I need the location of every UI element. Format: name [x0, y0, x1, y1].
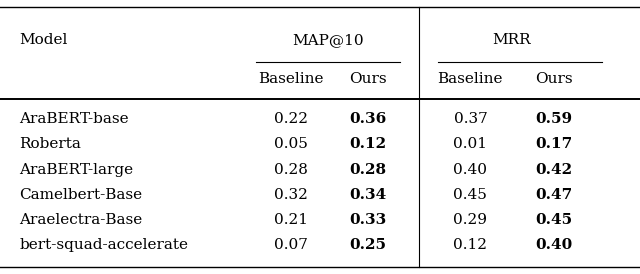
Text: 0.07: 0.07 — [275, 238, 308, 252]
Text: AraBERT-large: AraBERT-large — [19, 162, 133, 177]
Text: 0.34: 0.34 — [349, 188, 387, 202]
Text: Camelbert-Base: Camelbert-Base — [19, 188, 142, 202]
Text: Ours: Ours — [349, 72, 387, 87]
Text: 0.45: 0.45 — [535, 213, 572, 227]
Text: 0.32: 0.32 — [275, 188, 308, 202]
Text: 0.47: 0.47 — [535, 188, 572, 202]
Text: 0.21: 0.21 — [274, 213, 308, 227]
Text: 0.29: 0.29 — [453, 213, 488, 227]
Text: Araelectra-Base: Araelectra-Base — [19, 213, 143, 227]
Text: Model: Model — [19, 33, 68, 47]
Text: 0.12: 0.12 — [453, 238, 488, 252]
Text: Roberta: Roberta — [19, 137, 81, 152]
Text: 0.17: 0.17 — [535, 137, 572, 152]
Text: 0.22: 0.22 — [274, 112, 308, 126]
Text: 0.28: 0.28 — [275, 162, 308, 177]
Text: 0.40: 0.40 — [535, 238, 572, 252]
Text: 0.28: 0.28 — [349, 162, 387, 177]
Text: 0.05: 0.05 — [275, 137, 308, 152]
Text: AraBERT-base: AraBERT-base — [19, 112, 129, 126]
Text: 0.33: 0.33 — [349, 213, 387, 227]
Text: 0.25: 0.25 — [349, 238, 387, 252]
Text: Baseline: Baseline — [259, 72, 324, 87]
Text: Ours: Ours — [535, 72, 572, 87]
Text: MAP@10: MAP@10 — [292, 33, 364, 47]
Text: 0.59: 0.59 — [535, 112, 572, 126]
Text: 0.36: 0.36 — [349, 112, 387, 126]
Text: bert-squad-accelerate: bert-squad-accelerate — [19, 238, 188, 252]
Text: 0.45: 0.45 — [454, 188, 487, 202]
Text: 0.12: 0.12 — [349, 137, 387, 152]
Text: 0.40: 0.40 — [453, 162, 488, 177]
Text: MRR: MRR — [493, 33, 531, 47]
Text: 0.37: 0.37 — [454, 112, 487, 126]
Text: Baseline: Baseline — [438, 72, 503, 87]
Text: 0.01: 0.01 — [453, 137, 488, 152]
Text: 0.42: 0.42 — [535, 162, 572, 177]
